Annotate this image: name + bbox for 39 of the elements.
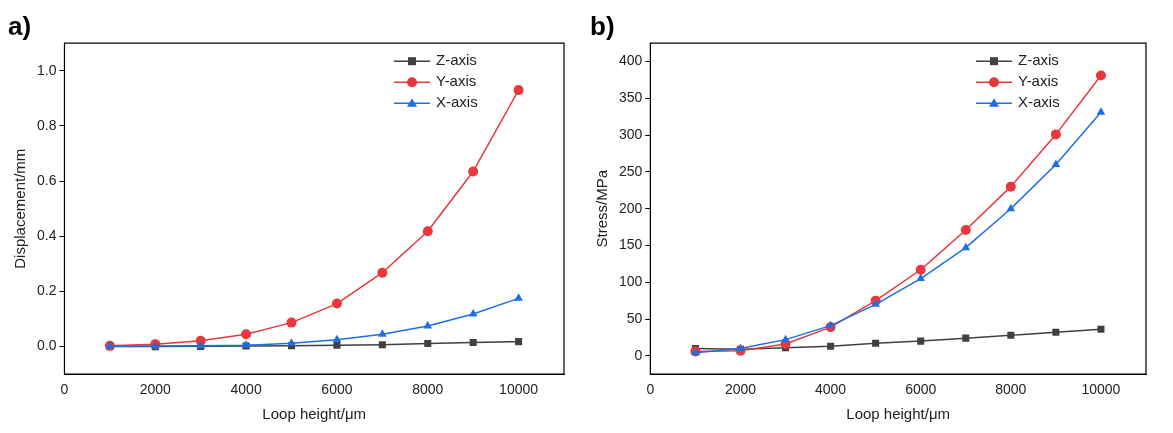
y-tick-label: 100 [619,273,643,290]
x-tick-label: 2000 [724,381,757,398]
y-tick-label: 250 [619,162,643,179]
x-tick-label: 0 [60,381,69,398]
legend-label: X-axis [1018,93,1060,111]
x-tick-label: 10000 [499,381,539,398]
legend-label: X-axis [436,93,478,111]
x-tick-label: 10000 [1081,381,1121,398]
y-tick-label: 0.4 [36,227,57,244]
y-tick-label: 0.2 [36,282,57,299]
legend-label: Y-axis [436,72,477,90]
x-tick-label: 6000 [905,381,937,398]
y-tick-label: 150 [619,236,643,253]
y-axis-title: Stress/MPa [593,169,611,248]
y-tick-label: 1.0 [36,61,57,78]
x-tick-label: 6000 [321,381,353,398]
x-tick-label: 4000 [815,381,847,398]
x-axis-title: Loop height/μm [846,405,951,423]
x-tick-label: 8000 [412,381,444,398]
x-tick-label: 2000 [139,381,172,398]
x-axis-title: Loop height/μm [262,405,367,423]
chart-title: b) [590,10,615,41]
x-tick-label: 0 [646,381,655,398]
y-tick-label: 0.0 [36,337,57,354]
y-axis-title: Displacement/mm [11,148,29,269]
x-tick-label: 4000 [230,381,262,398]
y-tick-label: 0 [634,346,643,363]
legend-label: Z-axis [1018,51,1059,69]
y-tick-label: 0.6 [36,171,57,188]
y-tick-label: 300 [619,126,643,142]
y-tick-label: 50 [626,309,643,326]
chart-title: a) [8,10,32,41]
y-tick-label: 400 [619,52,643,69]
y-tick-label: 200 [619,199,643,216]
y-tick-label: 350 [619,89,643,106]
x-tick-label: 8000 [995,381,1027,398]
legend-label: Z-axis [436,51,477,69]
legend-label: Y-axis [1018,72,1059,90]
y-tick-label: 0.8 [36,116,57,133]
